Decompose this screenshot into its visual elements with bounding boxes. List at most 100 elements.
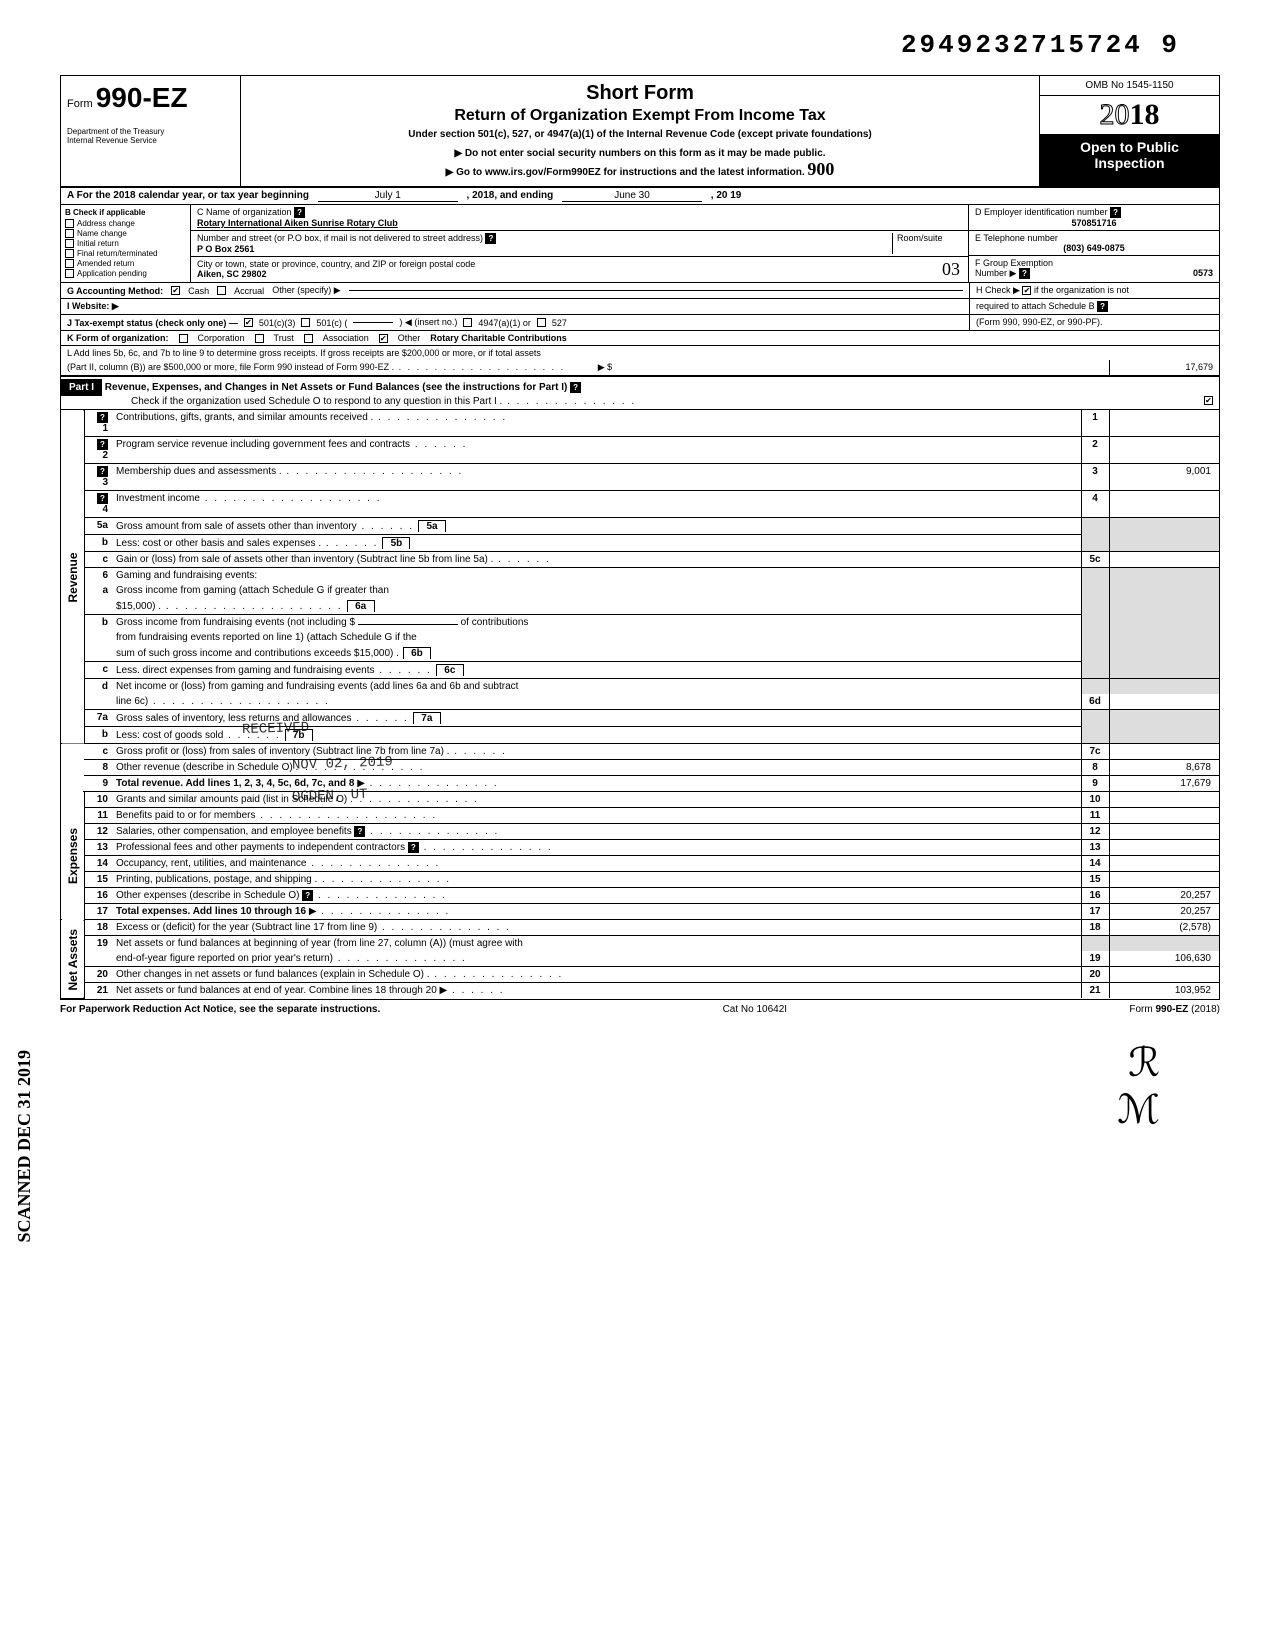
amt3: 9,001 <box>1109 464 1219 491</box>
form-prefix: Form <box>67 98 93 110</box>
chk-name[interactable] <box>65 229 74 238</box>
chk-trust[interactable] <box>255 334 264 343</box>
k-assoc: Association <box>323 333 369 343</box>
line16: Other expenses (describe in Schedule O) <box>116 890 299 901</box>
open-public-2: Inspection <box>1044 155 1215 171</box>
line6d1: Net income or (loss) from gaming and fun… <box>112 679 1081 695</box>
title-short-form: Short Form <box>251 82 1029 105</box>
l-val: 17,679 <box>1109 360 1219 375</box>
help-icon: ? <box>485 233 496 244</box>
line5b: Less: cost or other basis and sales expe… <box>116 538 378 549</box>
chk-501c3[interactable]: ✔ <box>244 318 253 327</box>
help-icon: ? <box>1097 301 1108 312</box>
chk-cash[interactable]: ✔ <box>171 286 180 295</box>
amt9: 17,679 <box>1109 776 1219 792</box>
l-line1: L Add lines 5b, 6c, and 7b to line 9 to … <box>61 346 1219 360</box>
rowA-end-year: , 20 19 <box>711 190 742 201</box>
f-label: F Group Exemption <box>975 258 1053 268</box>
opt-pending: Application pending <box>77 269 147 278</box>
footer-right: 990-EZ <box>1156 1004 1189 1015</box>
omb-number: OMB No 1545-1150 <box>1040 76 1219 96</box>
line14: Occupancy, rent, utilities, and maintena… <box>112 856 1081 872</box>
stamp-received: RECEIVED <box>242 720 310 738</box>
j-c: 501(c) ( <box>316 318 347 328</box>
scanned-stamp: SCANNED DEC 31 2019 <box>14 1050 35 1243</box>
line1: Contributions, gifts, grants, and simila… <box>112 410 1081 437</box>
part1-header: Part I Revenue, Expenses, and Changes in… <box>61 376 1219 410</box>
org-name: Rotary International Aiken Sunrise Rotar… <box>197 218 398 228</box>
chk-final[interactable] <box>65 249 74 258</box>
line15: Printing, publications, postage, and shi… <box>112 872 1081 888</box>
line6d2: line 6c) <box>112 694 1081 710</box>
line6: Gaming and fundraising events: <box>112 568 1081 584</box>
h-l2: required to attach Schedule B <box>976 301 1095 311</box>
g-label: G Accounting Method: <box>67 286 163 296</box>
i-label: I Website: ▶ <box>67 301 119 311</box>
open-public-1: Open to Public <box>1044 139 1215 155</box>
line19a: Net assets or fund balances at beginning… <box>112 936 1081 952</box>
line6a1: Gross income from gaming (attach Schedul… <box>112 583 1081 598</box>
rowA-end-month: June 30 <box>562 190 702 202</box>
line18: Excess or (deficit) for the year (Subtra… <box>112 920 1081 936</box>
k-otherval: Rotary Charitable Contributions <box>430 333 567 343</box>
rowA-prefix: A For the 2018 calendar year, or tax yea… <box>67 190 309 201</box>
lines-table: Revenue ? 1Contributions, gifts, grants,… <box>61 410 1219 999</box>
chk-h[interactable]: ✔ <box>1022 286 1031 295</box>
row-k: K Form of organization: Corporation Trus… <box>61 331 1219 346</box>
k-corp: Corporation <box>198 333 245 343</box>
opt-initial: Initial return <box>77 239 119 248</box>
b-label: B Check if applicable <box>65 208 186 217</box>
chk-pending[interactable] <box>65 269 74 278</box>
h-l3: (Form 990, 990-EZ, or 990-PF). <box>976 317 1103 327</box>
g-cash: Cash <box>188 286 209 296</box>
side-revenue: Revenue <box>61 410 84 744</box>
line2: Program service revenue including govern… <box>112 437 1081 464</box>
help-icon: ? <box>1019 268 1030 279</box>
signature: ℛℳ <box>60 1019 1220 1133</box>
line7c: Gross profit or (loss) from sales of inv… <box>112 744 1081 760</box>
k-trust: Trust <box>274 333 294 343</box>
opt-final: Final return/terminated <box>77 249 157 258</box>
j-ins: ) ◀ (insert no.) <box>399 317 457 328</box>
city-label: City or town, state or province, country… <box>197 259 475 269</box>
row-l2: (Part II, column (B)) are $500,000 or mo… <box>61 360 1219 376</box>
d-label: D Employer identification number <box>975 207 1108 217</box>
chk-corp[interactable] <box>179 334 188 343</box>
note-ssn: ▶ Do not enter social security numbers o… <box>251 148 1029 159</box>
amt18: (2,578) <box>1109 920 1219 936</box>
chk-4947[interactable] <box>463 318 472 327</box>
line12: Salaries, other compensation, and employ… <box>116 826 352 837</box>
opt-name: Name change <box>77 229 127 238</box>
part1-check: Check if the organization used Schedule … <box>131 396 636 407</box>
chk-501c[interactable] <box>301 318 310 327</box>
row-l1: L Add lines 5b, 6c, and 7b to line 9 to … <box>61 346 1219 360</box>
side-netassets: Net Assets <box>61 920 84 999</box>
j-a: 4947(a)(1) or <box>478 318 531 328</box>
help-icon: ? <box>294 207 305 218</box>
l-line2: (Part II, column (B)) are $500,000 or mo… <box>67 362 565 372</box>
chk-assoc[interactable] <box>304 334 313 343</box>
row-i: I Website: ▶ required to attach Schedule… <box>61 299 1219 315</box>
line4: Investment income <box>112 491 1081 518</box>
line20: Other changes in net assets or fund bala… <box>112 967 1081 983</box>
rowA-begin: July 1 <box>318 190 458 202</box>
l-arrow: ▶ $ <box>598 362 612 372</box>
chk-kother[interactable]: ✔ <box>379 334 388 343</box>
year-bold: 18 <box>1130 98 1160 131</box>
line6b3: sum of such gross income and contributio… <box>116 648 399 659</box>
stamp-ogden: OGDEN, UT <box>292 787 368 806</box>
chk-initial[interactable] <box>65 239 74 248</box>
h-l1: H Check ▶ <box>976 285 1020 295</box>
chk-address[interactable] <box>65 219 74 228</box>
chk-527[interactable] <box>537 318 546 327</box>
part1-title: Revenue, Expenses, and Changes in Net As… <box>105 382 568 393</box>
chk-schedO[interactable]: ✔ <box>1204 396 1213 405</box>
chk-amended[interactable] <box>65 259 74 268</box>
street-val: P O Box 2561 <box>197 244 254 254</box>
year-outline: 20 <box>1100 98 1130 131</box>
chk-accrual[interactable] <box>217 286 226 295</box>
g-other: Other (specify) ▶ <box>272 285 340 296</box>
footer-right-pre: Form <box>1129 1004 1155 1015</box>
amt21: 103,952 <box>1109 983 1219 999</box>
dept-irs: Internal Revenue Service <box>67 137 234 146</box>
